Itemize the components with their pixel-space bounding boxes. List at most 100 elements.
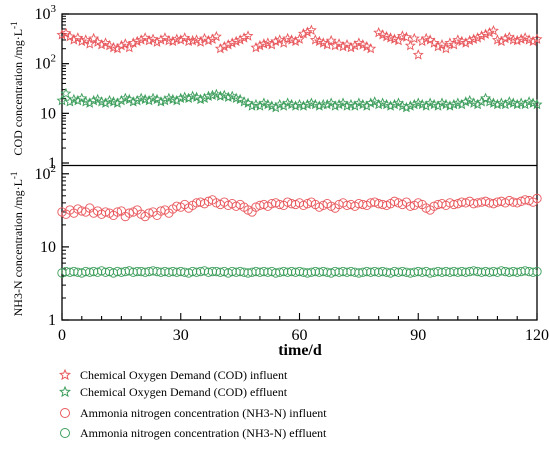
data-point (206, 89, 218, 101)
y-tick-label: 10 (40, 239, 56, 256)
data-point (76, 35, 88, 47)
data-point (297, 27, 309, 39)
data-point (298, 200, 309, 211)
data-point (487, 24, 499, 36)
data-point (381, 200, 392, 211)
data-point (329, 39, 341, 51)
data-point (100, 97, 112, 108)
data-point (238, 32, 250, 43)
data-point (211, 266, 222, 277)
data-point (408, 32, 420, 44)
data-point (400, 31, 412, 42)
y-axis-label-exponent: -1 (9, 21, 19, 29)
data-point (164, 267, 174, 277)
data-point (484, 26, 495, 38)
data-point (330, 266, 340, 277)
legend-entry: Ammonia nitrogen concentration (NH3-N) e… (60, 426, 327, 440)
data-point (416, 35, 428, 47)
data-point (444, 100, 456, 111)
data-point (433, 266, 443, 277)
data-point (342, 267, 352, 277)
data-point (511, 34, 523, 46)
data-point (61, 266, 71, 277)
data-point (175, 34, 187, 45)
data-point (404, 100, 416, 111)
data-point (338, 266, 348, 277)
data-point (456, 98, 468, 110)
data-point (111, 42, 123, 54)
data-point (239, 267, 249, 277)
data-point (210, 30, 222, 42)
data-point (115, 94, 127, 106)
y-axis-label: NH3-N concentration /mg·L-1 (9, 172, 25, 317)
data-point (508, 266, 518, 277)
data-point (100, 207, 111, 217)
data-point (305, 24, 317, 35)
x-tick-label: 90 (410, 327, 426, 344)
data-point (218, 40, 230, 52)
series-nh3-0 (57, 193, 542, 222)
x-tick-label: 120 (525, 327, 549, 344)
data-point (358, 267, 368, 277)
data-point (172, 267, 182, 277)
data-point (476, 30, 488, 41)
data-point (222, 39, 234, 50)
data-point (77, 206, 87, 216)
data-point (404, 39, 416, 51)
data-point (65, 267, 75, 277)
data-point (84, 97, 96, 108)
data-point (524, 266, 534, 277)
data-point (84, 38, 96, 49)
data-point (432, 100, 444, 111)
data-point (405, 201, 415, 211)
data-point (250, 41, 262, 53)
data-point (432, 40, 444, 52)
y-tick-base: 10 (35, 6, 51, 23)
data-point (504, 267, 514, 277)
data-point (337, 40, 349, 52)
data-point (345, 41, 357, 53)
data-point (385, 100, 397, 111)
data-point (365, 42, 377, 54)
data-point (531, 33, 543, 44)
data-point (85, 267, 95, 277)
data-point (457, 266, 467, 277)
data-point (512, 198, 522, 208)
data-point (532, 193, 542, 204)
data-point (199, 92, 210, 104)
data-point (143, 34, 155, 46)
data-point (247, 267, 257, 277)
data-point (325, 34, 337, 46)
y-tick-label: 1 (48, 312, 56, 329)
data-point (413, 266, 423, 277)
data-point (468, 33, 480, 44)
data-point (206, 33, 218, 44)
legend-entry: Chemical Oxygen Demand (COD) influent (59, 368, 288, 382)
data-point (278, 100, 290, 111)
data-point (314, 267, 324, 277)
data-point (306, 267, 317, 277)
data-point (254, 100, 266, 111)
data-point (527, 35, 539, 47)
x-axis-label: time/d (278, 342, 322, 359)
y-tick-base: 1 (48, 312, 56, 329)
data-point (92, 267, 103, 277)
data-point (440, 42, 452, 54)
data-point (389, 266, 400, 277)
y-tick-label: 10 (40, 105, 56, 122)
data-point (104, 266, 115, 277)
data-point (313, 100, 325, 111)
y-tick-exponent: 2 (51, 53, 57, 65)
x-tick-label: 0 (58, 327, 66, 344)
data-point (231, 267, 241, 277)
data-point (115, 39, 127, 51)
data-point (251, 266, 261, 277)
y-tick-label: 103 (35, 3, 57, 23)
data-point (123, 41, 135, 53)
legend-entry: Chemical Oxygen Demand (COD) effluent (59, 385, 288, 399)
data-point (183, 35, 195, 47)
legend-marker-star (59, 385, 71, 398)
data-point (374, 267, 384, 277)
